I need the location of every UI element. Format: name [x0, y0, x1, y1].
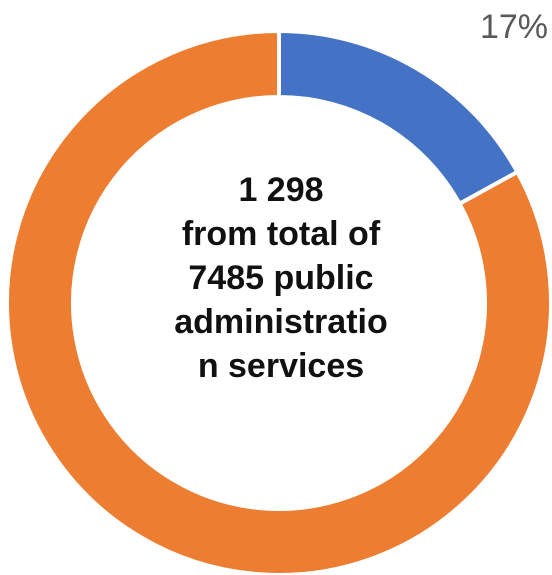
data-label-slice-1: 17%	[480, 8, 548, 46]
center-text-line-5: n services	[197, 347, 365, 385]
center-text-line-3: 7485 public	[188, 259, 374, 297]
center-text-line-2: from total of	[181, 215, 381, 253]
center-text-line-4: administratio	[174, 303, 388, 341]
donut-slice-2	[5, 28, 552, 575]
slices-group	[5, 28, 552, 575]
center-text-line-1: 1 298	[238, 171, 324, 209]
center-text: 1 298 from total of 7485 public administ…	[136, 168, 426, 388]
